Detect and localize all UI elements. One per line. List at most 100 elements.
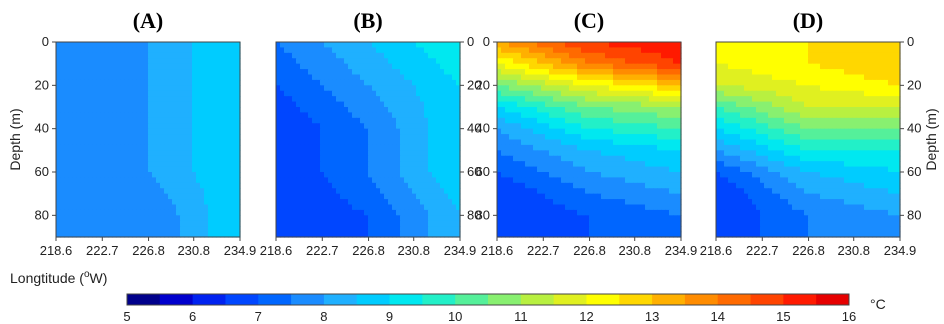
heatmap-cell <box>196 155 201 162</box>
heatmap-cell <box>533 112 538 119</box>
heatmap-cell <box>296 128 301 135</box>
heatmap-cell <box>176 150 181 157</box>
heatmap-cell <box>140 96 145 103</box>
heatmap-cell <box>320 188 325 195</box>
heatmap-cell <box>589 112 594 119</box>
heatmap-cell <box>288 188 293 195</box>
heatmap-cell <box>593 117 598 124</box>
heatmap-cell <box>208 155 213 162</box>
heatmap-cell <box>156 96 161 103</box>
heatmap-cell <box>292 85 297 92</box>
y-tick-label: 20 <box>35 77 49 92</box>
heatmap-cell <box>232 215 237 222</box>
heatmap-cell <box>509 42 514 49</box>
heatmap-cell <box>533 161 538 168</box>
heatmap-cell <box>533 47 538 54</box>
heatmap-cell <box>428 123 433 130</box>
heatmap-cell <box>148 220 153 227</box>
heatmap-cell <box>444 215 449 222</box>
heatmap-cell <box>661 172 666 179</box>
heatmap-cell <box>657 63 662 70</box>
heatmap-cell <box>292 74 297 81</box>
heatmap-cell <box>116 193 121 200</box>
heatmap-cell <box>360 172 365 179</box>
heatmap-cell <box>541 63 546 70</box>
heatmap-cell <box>228 188 233 195</box>
heatmap-cell <box>196 161 201 168</box>
heatmap-cell <box>232 209 237 216</box>
heatmap-cell <box>545 226 550 233</box>
heatmap-cell <box>545 52 550 59</box>
heatmap-cell <box>537 220 542 227</box>
heatmap-cell <box>637 96 642 103</box>
heatmap-cell <box>657 74 662 81</box>
heatmap-cell <box>208 204 213 211</box>
heatmap-cell <box>509 117 514 124</box>
heatmap-cell <box>212 144 217 151</box>
heatmap-cell <box>324 188 329 195</box>
heatmap-cell <box>553 117 558 124</box>
heatmap-cell <box>513 117 518 124</box>
heatmap-cell <box>585 69 590 76</box>
heatmap-cell <box>553 58 558 65</box>
heatmap-cell <box>172 177 177 184</box>
heatmap-cell <box>224 58 229 65</box>
heatmap-cell <box>525 182 530 189</box>
heatmap-cell <box>585 101 590 108</box>
heatmap-cell <box>416 177 421 184</box>
heatmap-cell <box>148 74 153 81</box>
heatmap-cell <box>452 172 457 179</box>
heatmap-cell <box>204 204 209 211</box>
heatmap-cell <box>400 215 405 222</box>
heatmap-cell <box>396 172 401 179</box>
heatmap-cell <box>116 123 121 130</box>
heatmap-cell <box>196 231 201 238</box>
heatmap-cell <box>412 209 417 216</box>
heatmap-cell <box>140 172 145 179</box>
heatmap-cell <box>160 63 165 70</box>
heatmap-cell <box>352 144 357 151</box>
heatmap-cell <box>553 101 558 108</box>
heatmap-cell <box>236 74 241 81</box>
heatmap-cell <box>296 177 301 184</box>
heatmap-cell <box>300 155 305 162</box>
heatmap-cell <box>637 199 642 206</box>
heatmap-cell <box>665 150 670 157</box>
heatmap-cell <box>424 79 429 86</box>
heatmap-cell <box>140 177 145 184</box>
heatmap-cell <box>661 47 666 54</box>
heatmap-cell <box>613 58 618 65</box>
heatmap-cell <box>372 161 377 168</box>
heatmap-cell <box>613 220 618 227</box>
heatmap-cell <box>84 166 89 173</box>
heatmap-cell <box>120 112 125 119</box>
heatmap-cell <box>68 199 73 206</box>
heatmap-cell <box>364 199 369 206</box>
heatmap-cell <box>300 117 305 124</box>
heatmap-cell <box>661 58 666 65</box>
heatmap-cell <box>404 47 409 54</box>
heatmap-cell <box>645 128 650 135</box>
heatmap-cell <box>96 101 101 108</box>
heatmap-cell <box>344 204 349 211</box>
heatmap-cell <box>212 107 217 114</box>
heatmap-cell <box>408 47 413 54</box>
heatmap-cell <box>180 182 185 189</box>
heatmap-cell <box>136 204 141 211</box>
heatmap-cell <box>669 215 674 222</box>
heatmap-cell <box>533 231 538 238</box>
heatmap-cell <box>673 209 678 216</box>
heatmap-cell <box>545 182 550 189</box>
heatmap-cell <box>621 128 626 135</box>
heatmap-cell <box>276 58 281 65</box>
heatmap-cell <box>316 144 321 151</box>
heatmap-cell <box>521 193 526 200</box>
heatmap-cell <box>376 47 381 54</box>
heatmap-cell <box>541 42 546 49</box>
heatmap-cell <box>132 166 137 173</box>
heatmap-cell <box>344 188 349 195</box>
heatmap-cell <box>436 139 441 146</box>
heatmap-cell <box>569 177 574 184</box>
heatmap-cell <box>677 79 682 86</box>
